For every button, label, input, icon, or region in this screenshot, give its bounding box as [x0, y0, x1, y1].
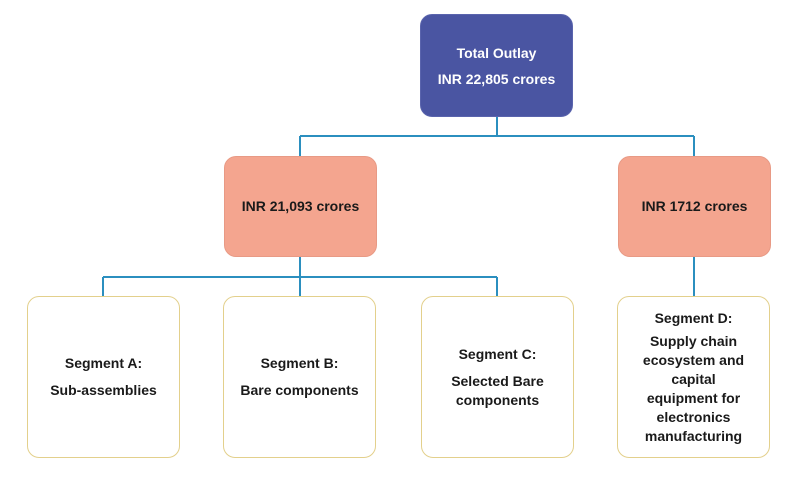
segment-title: Segment B: [260, 355, 339, 371]
connector-allocation-1 [102, 257, 498, 296]
segment-b-box: Segment B: Bare components [223, 296, 376, 458]
total-title: Total Outlay [456, 44, 537, 61]
total-outlay-box: Total Outlay INR 22,805 crores [420, 14, 573, 117]
segment-c-box: Segment C: Selected Bare components [421, 296, 574, 458]
segment-description: Selected Bare components [451, 372, 544, 408]
allocation-box-segments-abc: INR 21,093 crores [224, 156, 377, 257]
allocation-box-segment-d: INR 1712 crores [618, 156, 771, 257]
segment-title: Segment A: [64, 355, 143, 371]
segment-description: Supply chain ecosystem and capital equip… [642, 332, 745, 444]
segment-d-box: Segment D: Supply chain ecosystem and ca… [617, 296, 770, 458]
connector-total [299, 117, 695, 156]
allocation-amount: INR 1712 crores [641, 198, 748, 214]
segment-title: Segment D: [654, 309, 733, 326]
total-amount: INR 22,805 crores [437, 70, 556, 87]
allocation-amount: INR 21,093 crores [241, 198, 360, 214]
segment-a-box: Segment A: Sub-assemblies [27, 296, 180, 458]
segment-description: Sub-assemblies [50, 382, 157, 398]
segment-description: Bare components [240, 382, 359, 398]
segment-title: Segment C: [458, 345, 537, 362]
